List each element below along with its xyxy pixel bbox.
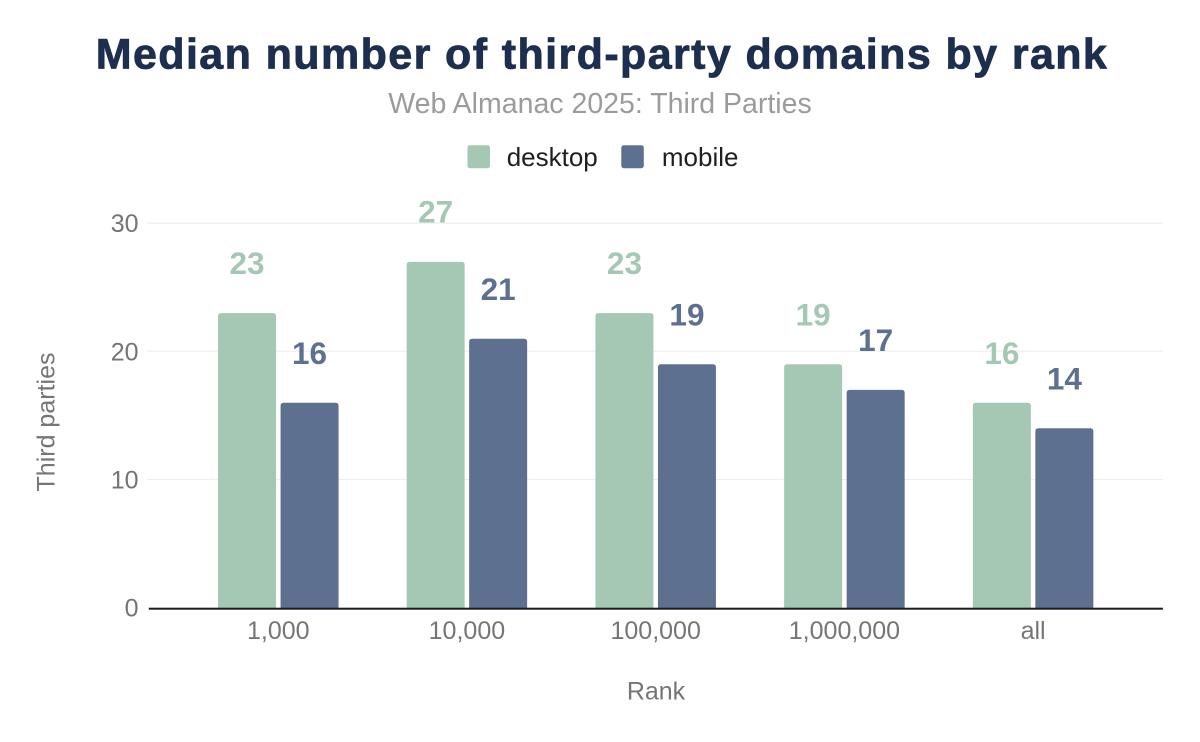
svg-text:1,000,000: 1,000,000 (789, 617, 900, 645)
svg-text:17: 17 (858, 322, 893, 358)
svg-text:16: 16 (984, 335, 1019, 371)
svg-text:all: all (1021, 617, 1046, 645)
svg-text:21: 21 (481, 271, 516, 307)
svg-text:1,000: 1,000 (247, 617, 310, 645)
svg-text:Web Almanac 2025: Third Partie: Web Almanac 2025: Third Parties (388, 88, 812, 120)
svg-text:14: 14 (1047, 361, 1083, 397)
svg-text:10,000: 10,000 (429, 617, 505, 645)
svg-text:mobile: mobile (662, 142, 739, 172)
svg-text:23: 23 (607, 245, 642, 281)
svg-text:desktop: desktop (507, 142, 598, 172)
svg-text:Rank: Rank (627, 678, 686, 706)
svg-text:Third parties: Third parties (33, 353, 61, 492)
svg-text:19: 19 (796, 296, 831, 332)
svg-text:100,000: 100,000 (611, 617, 701, 645)
svg-text:0: 0 (125, 595, 139, 623)
svg-text:19: 19 (669, 296, 704, 332)
svg-text:Median number of third-party d: Median number of third-party domains by … (96, 31, 1109, 79)
svg-text:16: 16 (292, 335, 327, 371)
svg-text:10: 10 (111, 467, 139, 495)
svg-text:23: 23 (230, 245, 265, 281)
svg-text:27: 27 (418, 194, 453, 230)
svg-text:30: 30 (111, 210, 139, 238)
svg-text:20: 20 (111, 339, 139, 367)
